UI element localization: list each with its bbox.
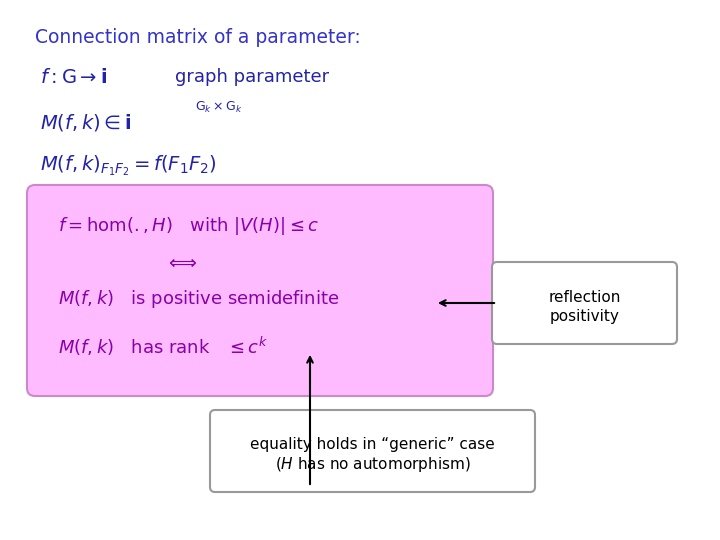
Text: $\mathsf{G}_k\times\mathsf{G}_k$: $\mathsf{G}_k\times\mathsf{G}_k$ (195, 100, 243, 115)
Text: ($H$ has no automorphism): ($H$ has no automorphism) (274, 455, 470, 474)
FancyBboxPatch shape (210, 410, 535, 492)
FancyBboxPatch shape (492, 262, 677, 344)
Text: $\Longleftrightarrow$: $\Longleftrightarrow$ (165, 253, 198, 272)
Text: reflection: reflection (549, 289, 621, 305)
Text: equality holds in “generic” case: equality holds in “generic” case (250, 437, 495, 453)
Text: $f = \mathrm{hom}(., H)$   with $|V(H)| \leq c$: $f = \mathrm{hom}(., H)$ with $|V(H)| \l… (58, 215, 319, 237)
Text: graph parameter: graph parameter (175, 68, 329, 86)
Text: Connection matrix of a parameter:: Connection matrix of a parameter: (35, 28, 361, 47)
Text: $M(f,k) \in \mathbf{i}$: $M(f,k) \in \mathbf{i}$ (40, 112, 132, 133)
Text: positivity: positivity (549, 308, 619, 323)
FancyBboxPatch shape (27, 185, 493, 396)
Text: $M(f,k)_{F_1F_2} = f(F_1F_2)$: $M(f,k)_{F_1F_2} = f(F_1F_2)$ (40, 153, 217, 178)
Text: $M(f,k)$   has rank   $\leq c^k$: $M(f,k)$ has rank $\leq c^k$ (58, 335, 269, 358)
Text: $M(f,k)$   is positive semidefinite: $M(f,k)$ is positive semidefinite (58, 288, 340, 310)
Text: $f : \mathsf{G} \rightarrow \mathbf{i}$: $f : \mathsf{G} \rightarrow \mathbf{i}$ (40, 68, 107, 87)
